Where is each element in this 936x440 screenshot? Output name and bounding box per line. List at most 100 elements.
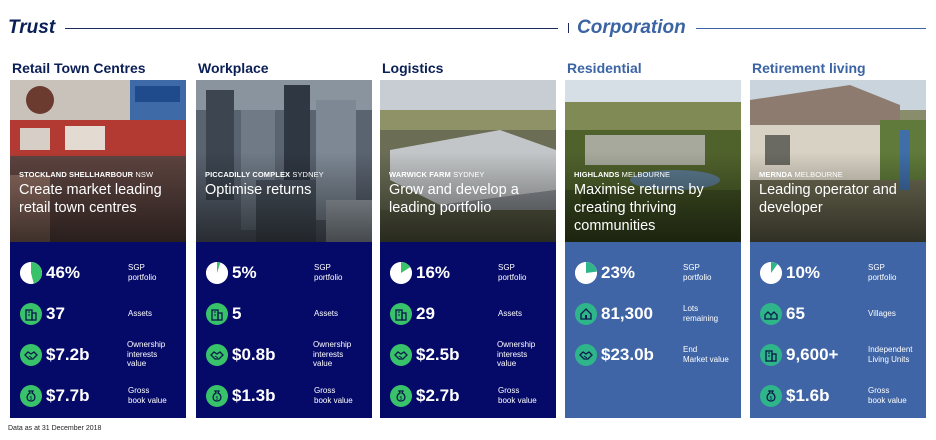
stat-row: $0.8b Ownership interests value — [206, 334, 364, 375]
handshake-icon — [20, 343, 42, 366]
location-name: PICCADILLY COMPLEX — [205, 170, 291, 179]
stat-value: $7.7b — [46, 385, 90, 405]
stats-panel: 16% SGP portfolio 29 Assets $2.5b Ownership i… — [380, 242, 556, 418]
stat-label: Ownership interests value — [127, 340, 166, 369]
segment-column-workplace: Workplace PICCADILLY COMPLEX SYDNEY Optimi… — [196, 50, 372, 418]
stat-label: Lots remaining — [683, 304, 719, 323]
stat-row: $23.0b End Market value — [575, 334, 733, 375]
stats-panel: 23% SGP portfolio 81,300 Lots remaining $23.… — [565, 242, 741, 418]
building-icon — [20, 302, 42, 325]
photo-caption: PICCADILLY COMPLEX SYDNEY Optimise return… — [205, 170, 366, 199]
location-city: MELBOURNE — [794, 170, 843, 179]
segment-photo: MERNDA MELBOURNE Leading operator and dev… — [750, 80, 926, 242]
stat-label: Gross book value — [868, 386, 907, 405]
footnote: Data as at 31 December 2018 — [8, 425, 102, 432]
handshake-icon — [390, 343, 412, 366]
svg-text:$: $ — [399, 395, 402, 401]
building-icon — [390, 302, 412, 325]
photo-location: HIGHLANDS MELBOURNE — [574, 170, 735, 179]
stat-label: Gross book value — [128, 386, 167, 405]
stat-row: 16% SGP portfolio — [390, 252, 548, 293]
stat-value: 5% — [232, 262, 257, 282]
stat-row: 65 Villages — [760, 293, 918, 334]
stat-label: SGP portfolio — [128, 263, 157, 282]
house-icon — [575, 302, 597, 325]
stat-value: $7.2b — [46, 344, 90, 364]
location-city: NSW — [135, 170, 154, 179]
segment-column-residential: Residential HIGHLANDS MELBOURNE Maximise r… — [565, 50, 741, 418]
photo-caption: HIGHLANDS MELBOURNE Maximise returns by c… — [574, 170, 735, 235]
stat-value: 23% — [601, 262, 636, 282]
photo-caption: MERNDA MELBOURNE Leading operator and dev… — [759, 170, 920, 217]
stat-row: 10% SGP portfolio — [760, 252, 918, 293]
village-icon — [760, 302, 782, 325]
stat-label: SGP portfolio — [868, 263, 897, 282]
photo-caption: WARWICK FARM SYDNEY Grow and develop a le… — [389, 170, 550, 217]
stat-row: 29 Assets — [390, 293, 548, 334]
photo-location: PICCADILLY COMPLEX SYDNEY — [205, 170, 366, 179]
stat-row: $2.5b Ownership interests value — [390, 334, 548, 375]
stat-value: 10% — [786, 262, 821, 282]
pie-chart-icon — [206, 261, 228, 284]
svg-text:$: $ — [215, 395, 218, 401]
stats-panel: 10% SGP portfolio 65 Villages 9,600+ Independ… — [750, 242, 926, 418]
segment-title: Retirement living — [752, 60, 866, 76]
segment-title: Workplace — [198, 60, 269, 76]
location-city: SYDNEY — [453, 170, 485, 179]
stat-value: 5 — [232, 303, 242, 323]
stat-value: 65 — [786, 303, 805, 323]
location-name: STOCKLAND SHELLHARBOUR — [19, 170, 134, 179]
location-name: MERNDA — [759, 170, 793, 179]
corporation-section-header: Corporation — [568, 14, 926, 42]
money-bag-icon: $ — [20, 384, 42, 407]
stat-row: 81,300 Lots remaining — [575, 293, 733, 334]
stat-row: 5% SGP portfolio — [206, 252, 364, 293]
stat-label: SGP portfolio — [498, 263, 527, 282]
stat-label: Assets — [498, 308, 523, 318]
segment-photo: PICCADILLY COMPLEX SYDNEY Optimise return… — [196, 80, 372, 242]
stat-label: Gross book value — [314, 386, 353, 405]
stat-value: $1.6b — [786, 385, 830, 405]
stat-value: 9,600+ — [786, 344, 839, 364]
stat-label: Ownership interests value — [497, 340, 536, 369]
handshake-icon — [575, 343, 597, 366]
stat-row: $7.2b Ownership interests value — [20, 334, 178, 375]
corporation-divider-line — [695, 27, 926, 29]
stat-row: 37 Assets — [20, 293, 178, 334]
trust-section-header: Trust — [8, 14, 558, 42]
segment-title: Retail Town Centres — [12, 60, 146, 76]
stat-row: 23% SGP portfolio — [575, 252, 733, 293]
stat-label: End Market value — [683, 345, 729, 364]
stat-value: $2.7b — [416, 385, 460, 405]
photo-location: WARWICK FARM SYDNEY — [389, 170, 550, 179]
stat-label: Villages — [868, 308, 896, 318]
stat-label: SGP portfolio — [314, 263, 343, 282]
segment-tagline: Create market leading retail town centre… — [19, 182, 162, 216]
corporation-heading: Corporation — [577, 17, 686, 38]
segment-column-logistics: Logistics WARWICK FARM SYDNEY Grow and dev… — [380, 50, 556, 418]
segment-column-retail: Retail Town Centres STOCKLAND SHELLHARBOU… — [10, 50, 186, 418]
money-bag-icon: $ — [390, 384, 412, 407]
segment-title: Residential — [567, 60, 642, 76]
money-bag-icon: $ — [760, 384, 782, 407]
photo-location: MERNDA MELBOURNE — [759, 170, 920, 179]
money-bag-icon: $ — [206, 384, 228, 407]
stat-row: $ $1.6b Gross book value — [760, 375, 918, 416]
photo-caption: STOCKLAND SHELLHARBOUR NSW Create market … — [19, 170, 180, 217]
stat-row: 9,600+ Independent Living Units — [760, 334, 918, 375]
stat-value: 16% — [416, 262, 451, 282]
location-name: HIGHLANDS — [574, 170, 620, 179]
segment-photo: HIGHLANDS MELBOURNE Maximise returns by c… — [565, 80, 741, 242]
stat-value: $0.8b — [232, 344, 276, 364]
stat-label: Assets — [128, 308, 153, 318]
stat-row: 46% SGP portfolio — [20, 252, 178, 293]
stat-row: $ $1.3b Gross book value — [206, 375, 364, 416]
stat-value: $2.5b — [416, 344, 460, 364]
stat-row: $ $7.7b Gross book value — [20, 375, 178, 416]
stat-label: Assets — [314, 308, 339, 318]
trust-divider-line — [65, 27, 558, 29]
segment-tagline: Optimise returns — [205, 182, 312, 198]
trust-heading: Trust — [8, 17, 56, 38]
segment-column-retirement: Retirement living MERNDA MELBOURNE Leading… — [750, 50, 926, 418]
segment-photo: STOCKLAND SHELLHARBOUR NSW Create market … — [10, 80, 186, 242]
